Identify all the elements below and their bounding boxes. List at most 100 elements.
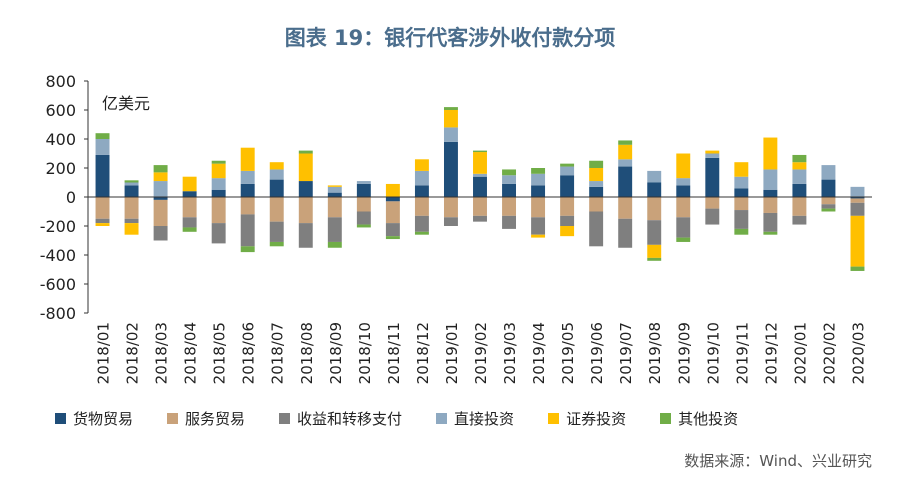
bar-segment	[211, 197, 226, 224]
bar-segment	[647, 170, 662, 183]
bar-segment	[705, 197, 720, 209]
bar-segment	[182, 217, 197, 228]
x-tick-label: 2019/01	[443, 322, 461, 384]
bar-segment	[792, 215, 807, 225]
bar-segment	[124, 180, 139, 183]
bar-segment	[676, 237, 691, 242]
bar-segment	[850, 186, 865, 197]
bar-segment	[443, 141, 458, 197]
bar-segment	[531, 173, 546, 186]
legend: 货物贸易 服务贸易 收益和转移支付 直接投资 证券投资 其他投资	[55, 405, 885, 431]
bar-segment	[531, 185, 546, 197]
bar-segment	[240, 246, 255, 253]
bar-segment	[211, 163, 226, 179]
bar-segment	[327, 185, 342, 187]
legend-swatch	[660, 412, 672, 424]
bar-segment	[647, 197, 662, 221]
x-tick-label: 2018/05	[211, 322, 229, 384]
bar-segment	[560, 215, 575, 226]
bar-segment	[473, 152, 487, 174]
x-tick-label: 2018/08	[298, 322, 316, 384]
bar-segment	[414, 197, 429, 216]
bar-segment	[356, 211, 371, 225]
x-tick-label: 2018/11	[385, 322, 403, 384]
bars-layer	[95, 107, 865, 271]
bar-segment	[298, 181, 313, 197]
x-tick-label: 2018/01	[95, 322, 113, 384]
bar-segment	[560, 175, 575, 197]
bar-segment	[240, 197, 255, 215]
legend-label: 证券投资	[566, 409, 627, 428]
bar-segment	[618, 140, 633, 145]
x-tick-label: 2019/06	[588, 322, 606, 384]
bar-segment	[269, 197, 284, 222]
bar-segment	[473, 176, 487, 197]
y-tick-label: -400	[40, 246, 76, 265]
legend-label: 直接投资	[454, 409, 515, 428]
bar-segment	[414, 170, 429, 186]
x-tick-label: 2018/10	[356, 322, 374, 384]
bar-segment	[676, 178, 691, 186]
bar-segment	[269, 162, 284, 170]
bar-segment	[182, 227, 197, 232]
bar-segment	[821, 179, 836, 197]
bar-segment	[327, 192, 342, 197]
x-tick-label: 2020/03	[849, 322, 867, 384]
x-tick-label: 2018/07	[269, 322, 287, 384]
bar-segment	[676, 185, 691, 197]
bar-segment	[618, 159, 633, 167]
bar-segment	[153, 165, 168, 173]
bar-segment	[356, 224, 371, 228]
bar-segment	[95, 197, 110, 219]
bar-segment	[850, 197, 865, 199]
bar-segment	[385, 223, 400, 237]
bar-segment	[443, 110, 458, 128]
bar-segment	[327, 217, 342, 242]
bar-segment	[647, 244, 662, 258]
x-tick-label: 2018/02	[124, 322, 142, 384]
x-tick-label: 2020/01	[791, 322, 809, 384]
bar-segment	[443, 217, 458, 226]
bar-segment	[647, 257, 662, 261]
bar-segment	[414, 231, 429, 235]
bar-segment	[734, 176, 749, 189]
bar-segment	[850, 198, 865, 203]
y-axis: 800 600 400 200 0 -200 -400 -600 -800	[40, 72, 89, 323]
bar-segment	[182, 176, 197, 192]
x-tick-label: 2019/12	[762, 322, 780, 384]
bar-segment	[502, 169, 517, 176]
y-tick-label: 600	[45, 101, 76, 120]
bar-segment	[385, 197, 400, 202]
bar-segment	[734, 228, 749, 235]
bar-segment	[676, 197, 691, 218]
legend-item: 服务贸易	[167, 408, 245, 429]
bar-segment	[792, 183, 807, 197]
bar-segment	[705, 153, 720, 158]
bar-segment	[95, 154, 110, 197]
bar-segment	[153, 199, 168, 226]
bar-segment	[298, 150, 313, 154]
unit-label: 亿美元	[102, 94, 150, 113]
legend-swatch	[279, 412, 291, 424]
bar-segment	[531, 197, 546, 218]
x-tick-label: 2019/04	[530, 322, 548, 384]
y-tick-label: -800	[40, 304, 76, 323]
bar-segment	[589, 186, 604, 197]
y-tick-label: 800	[45, 72, 76, 91]
bar-segment	[647, 182, 662, 197]
x-tick-label: 2018/12	[414, 322, 432, 384]
y-tick-label: -600	[40, 275, 76, 294]
x-tick-label: 2019/07	[617, 322, 635, 384]
bar-segment	[560, 166, 575, 176]
legend-label: 收益和转移支付	[297, 409, 403, 428]
x-tick-label: 2019/02	[472, 322, 490, 384]
bar-segment	[473, 215, 487, 222]
bar-segment	[560, 226, 575, 237]
bar-segment	[647, 220, 662, 245]
bar-segment	[473, 150, 487, 153]
bar-segment	[414, 215, 429, 232]
bar-segment	[385, 183, 400, 197]
bar-segment	[356, 183, 371, 197]
bar-segment	[763, 197, 778, 213]
bar-segment	[211, 223, 226, 244]
